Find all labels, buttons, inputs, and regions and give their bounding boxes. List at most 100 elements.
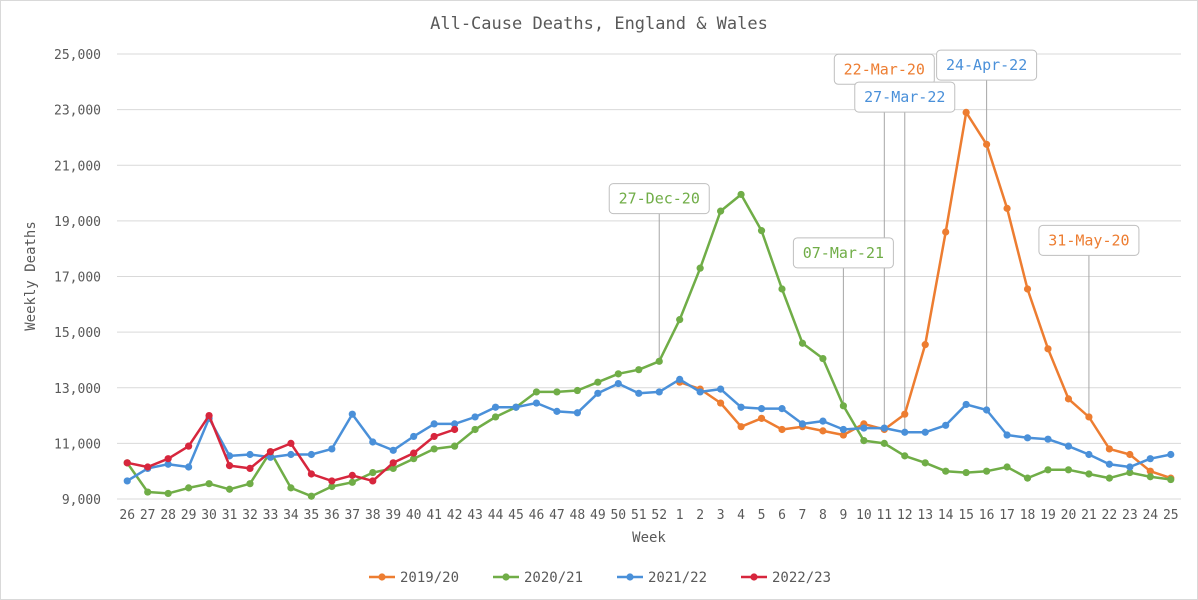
legend-label: 2021/22: [648, 570, 707, 586]
data-point: [307, 492, 315, 500]
data-point: [880, 439, 888, 447]
data-point: [655, 357, 663, 365]
data-point: [164, 460, 172, 468]
data-point: [1044, 435, 1052, 443]
data-point: [614, 370, 622, 378]
x-tick-label: 29: [181, 508, 197, 523]
legend: 2019/20 2020/21 2021/22 2022/23: [369, 570, 831, 586]
data-point: [819, 427, 827, 435]
data-point: [962, 108, 970, 117]
data-point: [430, 432, 438, 441]
data-point: [655, 388, 663, 396]
data-point: [1126, 468, 1134, 477]
legend-label: 2019/20: [400, 570, 459, 586]
data-point: [328, 477, 336, 485]
y-tick-label: 25,000: [54, 48, 101, 63]
data-point: [798, 420, 807, 428]
y-tick-label: 9,000: [62, 493, 101, 508]
data-point: [1105, 474, 1113, 482]
legend-swatch-marker: [502, 573, 510, 581]
data-point: [942, 421, 950, 429]
data-point: [451, 425, 459, 434]
data-point: [451, 442, 459, 450]
legend-item: 2019/20: [369, 570, 459, 586]
legend-swatch-marker: [626, 573, 634, 581]
data-point: [737, 190, 745, 199]
data-point: [717, 207, 725, 215]
data-point: [819, 417, 827, 425]
x-tick-label: 24: [1142, 508, 1158, 523]
data-point: [553, 407, 561, 415]
x-tick-label: 40: [406, 508, 422, 523]
x-tick-label: 32: [242, 508, 258, 523]
data-point: [962, 468, 970, 477]
annotation-callout: 27-Dec-20: [608, 183, 710, 215]
x-tick-label: 23: [1122, 508, 1138, 523]
data-point: [635, 366, 643, 374]
data-point: [144, 463, 152, 471]
series-2022-23: [123, 411, 459, 485]
data-point: [676, 375, 684, 384]
data-point: [1085, 470, 1093, 478]
data-point: [676, 316, 684, 324]
data-point: [328, 482, 336, 491]
data-point: [246, 450, 254, 459]
data-point: [1064, 466, 1073, 474]
data-point: [307, 450, 315, 459]
data-point: [471, 413, 479, 421]
y-tick-label: 17,000: [54, 271, 101, 286]
data-point: [287, 484, 295, 492]
data-point: [1064, 395, 1073, 403]
y-tick-label: 13,000: [54, 382, 101, 397]
data-point: [287, 450, 295, 459]
x-tick-label: 27: [140, 508, 156, 523]
data-point: [839, 402, 847, 410]
data-point: [307, 470, 315, 478]
legend-label: 2020/21: [524, 570, 583, 586]
annotation-label: 27-Mar-22: [864, 88, 945, 106]
x-axis-label: Week: [632, 530, 666, 546]
series-2019-20: [676, 108, 1175, 482]
gridlines: [117, 53, 1181, 500]
data-point: [348, 410, 356, 418]
x-tick-label: 48: [570, 508, 586, 523]
annotation-box: [608, 183, 710, 215]
x-tick-label: 21: [1081, 508, 1097, 523]
x-tick-label: 2: [696, 508, 704, 523]
x-tick-label: 22: [1102, 508, 1118, 523]
data-point: [225, 462, 234, 470]
x-tick-label: 18: [1020, 508, 1036, 523]
data-point: [328, 445, 336, 453]
series-line: [126, 378, 1172, 482]
data-point: [491, 403, 500, 411]
data-point: [205, 480, 213, 488]
x-tick-label: 14: [938, 508, 954, 523]
data-point: [266, 448, 275, 456]
data-point: [983, 406, 991, 414]
data-point: [1003, 431, 1011, 439]
x-axis-ticks: 26 27 28 29 30 31 32 33 34 35 36 37 38 39 40 41 42 43 44 45…: [119, 508, 1178, 523]
data-point: [1044, 345, 1052, 353]
x-tick-label: 39: [385, 508, 401, 523]
x-tick-label: 11: [876, 508, 892, 523]
data-point: [491, 413, 500, 421]
data-point: [348, 471, 356, 479]
data-point: [901, 410, 909, 418]
series-lines: [123, 108, 1175, 500]
annotation-leaders: [658, 65, 1090, 433]
x-tick-label: 35: [304, 508, 320, 523]
y-axis-ticks: 9,000 11,000 13,000 15,000 17,000 19,000 21,00…: [54, 48, 101, 508]
data-point: [164, 455, 172, 463]
annotation-label: 07-Mar-21: [803, 244, 884, 262]
data-point: [1146, 467, 1154, 475]
data-point: [1064, 442, 1073, 450]
data-point: [983, 140, 991, 148]
data-point: [778, 425, 786, 434]
y-tick-label: 19,000: [54, 215, 101, 230]
data-point: [225, 452, 234, 460]
data-point: [430, 420, 438, 428]
data-point: [389, 459, 397, 467]
chart-title: All-Cause Deaths, England & Wales: [430, 14, 768, 34]
data-point: [246, 480, 254, 488]
